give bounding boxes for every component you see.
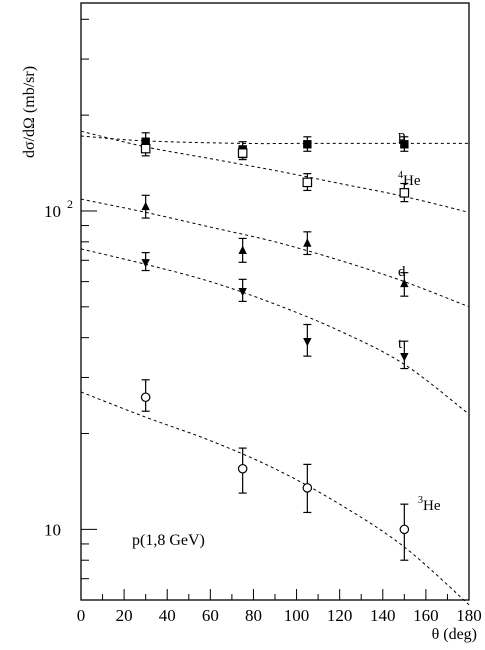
data-point (140, 392, 151, 403)
x-tick-label: 20 (116, 606, 133, 625)
data-point (302, 177, 313, 188)
labels: dσ/dΩ (mb/sr) θ (deg) p(1,8 GeV) (21, 66, 477, 643)
y-tick-label: 10 2 (44, 197, 73, 221)
y-axis-label: dσ/dΩ (mb/sr) (21, 66, 38, 158)
data-point (303, 337, 312, 347)
data-point (303, 238, 312, 247)
series-label-3He: 3He (418, 495, 441, 514)
data-point (303, 140, 312, 149)
fit-curve-t (80, 248, 470, 415)
data-point (400, 140, 409, 149)
y-tick-label: 10 (44, 520, 61, 539)
x-tick-label: 100 (284, 606, 310, 625)
series-label-p: p (398, 128, 406, 144)
series-label-t: t (398, 336, 403, 352)
series-3He (140, 379, 410, 561)
x-tick-label: 60 (202, 606, 219, 625)
data-point (237, 148, 248, 158)
x-tick-label: 0 (77, 606, 86, 625)
x-tick-label: 120 (327, 606, 353, 625)
data-point (399, 524, 410, 535)
data-point (238, 287, 247, 297)
data-point (302, 483, 313, 493)
data-point (140, 143, 151, 154)
series-t (141, 252, 409, 370)
series-label-4He: 4He (398, 170, 421, 189)
x-tick-label: 40 (159, 606, 176, 625)
data-point (238, 245, 247, 254)
data-point (400, 352, 409, 362)
beam-annotation: p(1,8 GeV) (132, 532, 205, 549)
x-tick-label: 140 (370, 606, 396, 625)
fit-curve-p (80, 135, 469, 145)
data-point (141, 259, 150, 268)
data-point (399, 188, 410, 198)
data-point (237, 463, 248, 474)
x-tick-label: 160 (413, 606, 439, 625)
series-4He (140, 141, 410, 203)
x-tick-label: 180 (456, 606, 482, 625)
series-d (141, 194, 409, 297)
data-point (141, 201, 150, 211)
data-point (400, 278, 409, 288)
series-label-d: d (398, 264, 406, 280)
fit-curve-3He (80, 391, 470, 606)
axes: 0 20 40 60 80 100 120 140 160 180 10 2 10 (44, 2, 482, 625)
fit-curve-d (80, 198, 470, 308)
x-axis-label: θ (deg) (432, 626, 477, 643)
plot-frame (80, 2, 470, 601)
x-tick-label: 80 (245, 606, 262, 625)
data-points: p 4He d t 3He (140, 128, 441, 561)
